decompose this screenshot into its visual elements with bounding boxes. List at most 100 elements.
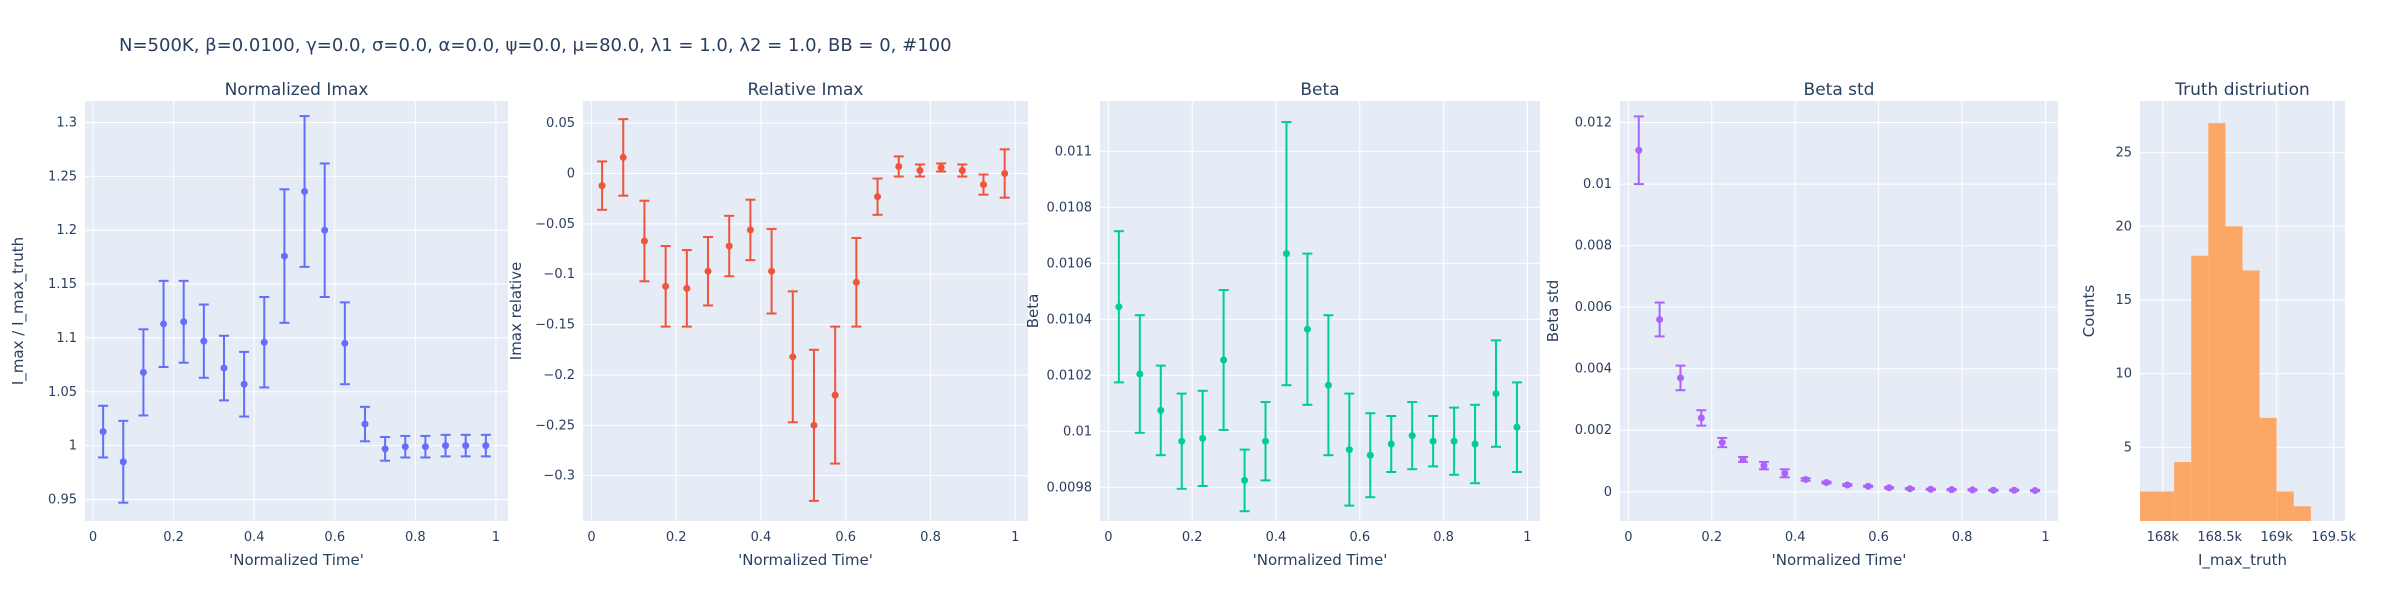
data-point (1408, 432, 1416, 440)
y-tick-label: −0.25 (535, 418, 575, 433)
data-point (1450, 437, 1458, 445)
data-point (704, 267, 712, 275)
y-tick-label: 10 (2115, 367, 2132, 382)
data-point (482, 442, 490, 450)
y-tick-label: −0.1 (543, 267, 575, 282)
y-tick-label: 0 (567, 167, 575, 182)
y-tick-label: 25 (2115, 146, 2132, 161)
data-point (139, 368, 147, 376)
data-point (1303, 325, 1311, 333)
subplot-title: Normalized Imax (225, 80, 369, 100)
data-point (1324, 381, 1332, 389)
data-point (1282, 250, 1290, 258)
y-tick-label: −0.05 (535, 217, 575, 232)
data-point (768, 267, 776, 275)
data-point (220, 364, 228, 372)
data-point (895, 162, 903, 170)
chart-panel-3: 0 0.2 0.4 0.6 0.8 1 0.0098 0.01 0.0102 0.0104 0.01… (1024, 80, 1540, 569)
data-point (810, 421, 818, 429)
data-point (341, 339, 349, 347)
x-tick-label: 0.2 (1701, 530, 1722, 545)
figure-title: N=500K, β=0.0100, γ=0.0, σ=0.0, α=0.0, ψ… (119, 35, 952, 56)
plot-area (85, 101, 508, 521)
y-tick-label: −0.2 (543, 368, 575, 383)
y-tick-label: 1.15 (48, 277, 77, 292)
data-point (1345, 446, 1353, 454)
data-point (852, 278, 860, 286)
data-point (1948, 486, 1956, 494)
data-point (462, 442, 470, 450)
data-point (662, 282, 670, 290)
data-point (1676, 374, 1684, 382)
y-tick-label: −0.3 (543, 469, 575, 484)
data-point (1136, 370, 1144, 378)
y-tick-label: 0 (1604, 485, 1612, 500)
data-point (1822, 479, 1830, 487)
data-point (874, 193, 882, 201)
data-point (1387, 440, 1395, 448)
y-tick-label: 0.0102 (1047, 368, 1093, 383)
y-axis-label: Beta std (1544, 280, 1562, 343)
data-point (831, 391, 839, 399)
x-tick-label: 0.8 (1952, 530, 1973, 545)
y-axis-label: Imax relative (507, 262, 525, 360)
x-axis-label: 'Normalized Time' (229, 551, 364, 569)
y-tick-label: 0.0106 (1047, 256, 1093, 271)
data-point (1843, 481, 1851, 489)
data-point (240, 380, 248, 388)
x-tick-label: 0.4 (751, 530, 772, 545)
x-tick-label: 0.4 (1785, 530, 1806, 545)
data-point (619, 153, 627, 161)
x-tick-label: 0 (89, 530, 97, 545)
x-tick-label: 1 (492, 530, 500, 545)
data-point (301, 187, 309, 195)
data-point (260, 338, 268, 346)
y-tick-label: 0.95 (48, 492, 77, 507)
data-point (1968, 486, 1976, 494)
y-tick-label: 0.002 (1575, 423, 1612, 438)
x-tick-label: 0.4 (1266, 530, 1287, 545)
histogram-bar (2293, 506, 2311, 521)
y-tick-label: 5 (2124, 440, 2132, 455)
y-tick-label: −0.15 (535, 318, 575, 333)
x-tick-label: 0 (1104, 530, 1112, 545)
x-tick-label: 0.6 (1349, 530, 1370, 545)
y-tick-label: 0.012 (1575, 116, 1612, 131)
data-point (1366, 451, 1374, 459)
data-point (99, 428, 107, 436)
x-tick-label: 0.2 (666, 530, 687, 545)
data-point (598, 182, 606, 190)
y-tick-label: 0.01 (1063, 424, 1092, 439)
x-tick-label: 0.2 (163, 530, 184, 545)
histogram-bar (2208, 123, 2226, 522)
data-point (1157, 406, 1165, 414)
y-axis-label: Counts (2080, 285, 2098, 338)
y-tick-label: 0.011 (1055, 144, 1092, 159)
histogram-bar (2157, 491, 2175, 521)
y-tick-label: 0.006 (1575, 300, 1612, 315)
data-point (1718, 439, 1726, 447)
histogram-bar (2276, 491, 2294, 521)
data-point (1429, 437, 1437, 445)
data-point (119, 458, 127, 466)
data-point (1178, 437, 1186, 445)
x-tick-label: 1 (1011, 530, 1019, 545)
subplot-title: Beta (1300, 80, 1339, 100)
x-tick-label: 169k (2260, 530, 2293, 545)
chart-panel-2: 0 0.2 0.4 0.6 0.8 1 0.05 0 −0.05 −0.1 −0.15 −0.2 −0.… (507, 80, 1028, 569)
y-tick-label: 15 (2115, 293, 2132, 308)
data-point (1927, 485, 1935, 493)
data-point (1760, 462, 1768, 470)
y-tick-label: 1.1 (56, 331, 77, 346)
x-tick-label: 0.8 (920, 530, 941, 545)
x-axis-label: 'Normalized Time' (1772, 551, 1907, 569)
data-point (1802, 475, 1810, 483)
y-tick-label: 20 (2115, 219, 2132, 234)
data-point (1906, 485, 1914, 493)
histogram-bar (2225, 226, 2243, 521)
data-point (1885, 484, 1893, 492)
data-point (1739, 455, 1747, 463)
data-point (2010, 486, 2018, 494)
chart-panel-5: 168k 168.5k 169k 169.5k 5 10 15 20 25 Truth distr… (2080, 80, 2356, 570)
